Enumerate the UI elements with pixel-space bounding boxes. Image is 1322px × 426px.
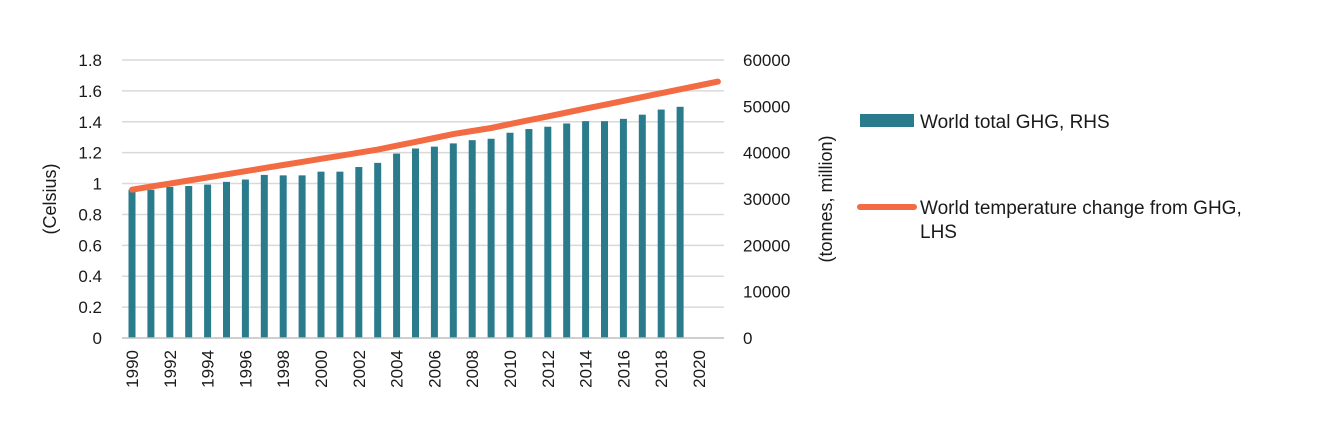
bar: [525, 129, 533, 338]
bar: [166, 186, 174, 338]
bar: [412, 148, 419, 338]
x-tick-label: 2000: [312, 350, 331, 388]
right-y-axis-ticks: 0 10000 20000 30000 40000 50000 60000: [743, 51, 790, 348]
bar: [449, 143, 457, 338]
left-y-tick-label: 1.2: [78, 144, 102, 163]
right-y-axis-title: (tonnes, million): [816, 135, 836, 262]
bar: [430, 146, 438, 338]
bar: [393, 153, 401, 338]
bar: [260, 174, 268, 338]
x-tick-label: 2010: [501, 350, 520, 388]
right-y-tick-label: 30000: [743, 190, 790, 209]
bar: [582, 121, 590, 338]
left-y-tick-label: 1.6: [78, 82, 102, 101]
left-y-tick-label: 1.8: [78, 51, 102, 70]
bar: [336, 171, 344, 338]
legend-label-temperature: World temperature change from GHG, LHS: [920, 198, 1247, 243]
x-tick-label: 2014: [577, 350, 596, 388]
left-y-tick-label: 0.8: [78, 205, 102, 224]
bar: [657, 109, 665, 339]
bar: [563, 123, 571, 338]
x-tick-label: 2004: [388, 350, 407, 388]
bar: [279, 175, 287, 338]
bar-series-world-total-ghg: [128, 106, 684, 339]
right-y-tick-label: 60000: [743, 51, 790, 70]
bar: [638, 114, 646, 338]
left-y-axis-ticks: 0 0.2 0.4 0.6 0.8 1 1.2 1.4 1.6 1.8: [78, 51, 102, 348]
x-axis-ticks: 1990 1992 1994 1996 1998 2000 2002 2004 2006 2008…: [123, 350, 709, 388]
x-tick-label: 2020: [690, 350, 709, 388]
left-y-tick-label: 0.4: [78, 267, 102, 286]
left-y-axis-title: (Celsius): [40, 163, 60, 234]
x-tick-label: 2006: [425, 350, 444, 388]
right-y-tick-label: 20000: [743, 236, 790, 255]
line-series-world-temperature-change: [129, 78, 721, 193]
bar: [147, 189, 155, 338]
gridlines: [122, 59, 724, 308]
bar: [223, 181, 230, 338]
bar: [619, 118, 627, 339]
right-y-tick-label: 40000: [743, 144, 790, 163]
right-y-tick-label: 10000: [743, 283, 790, 302]
bar: [506, 132, 514, 338]
bar: [355, 167, 363, 338]
x-tick-label: 2018: [652, 350, 671, 388]
left-y-tick-label: 0.6: [78, 236, 102, 255]
x-tick-label: 2008: [463, 350, 482, 388]
bar: [676, 106, 684, 339]
x-tick-label: 2002: [350, 350, 369, 388]
bar: [241, 179, 249, 338]
bar: [128, 189, 136, 338]
legend: World total GHG, RHS World temperature c…: [857, 112, 1247, 243]
bar: [544, 126, 552, 338]
left-y-tick-label: 0: [93, 329, 102, 348]
x-tick-label: 1994: [199, 350, 218, 388]
bar: [468, 140, 476, 338]
bar: [601, 121, 608, 338]
x-tick-label: 2016: [614, 350, 633, 388]
x-tick-label: 1992: [161, 350, 180, 388]
left-y-tick-label: 0.2: [78, 298, 102, 317]
bar: [298, 175, 306, 338]
left-y-tick-label: 1: [93, 175, 102, 194]
right-y-tick-label: 0: [743, 329, 752, 348]
bar: [204, 184, 212, 338]
legend-label-ghg: World total GHG, RHS: [920, 112, 1110, 133]
legend-swatch-ghg: [860, 114, 914, 127]
bar: [374, 162, 382, 338]
bar: [185, 186, 193, 338]
right-y-tick-label: 50000: [743, 97, 790, 116]
bar: [487, 138, 495, 338]
x-tick-label: 1990: [123, 350, 142, 388]
x-tick-label: 2012: [539, 350, 558, 388]
x-tick-label: 1998: [274, 350, 293, 388]
x-tick-label: 1996: [236, 350, 255, 388]
left-y-tick-label: 1.4: [78, 113, 102, 132]
bar: [317, 171, 325, 338]
